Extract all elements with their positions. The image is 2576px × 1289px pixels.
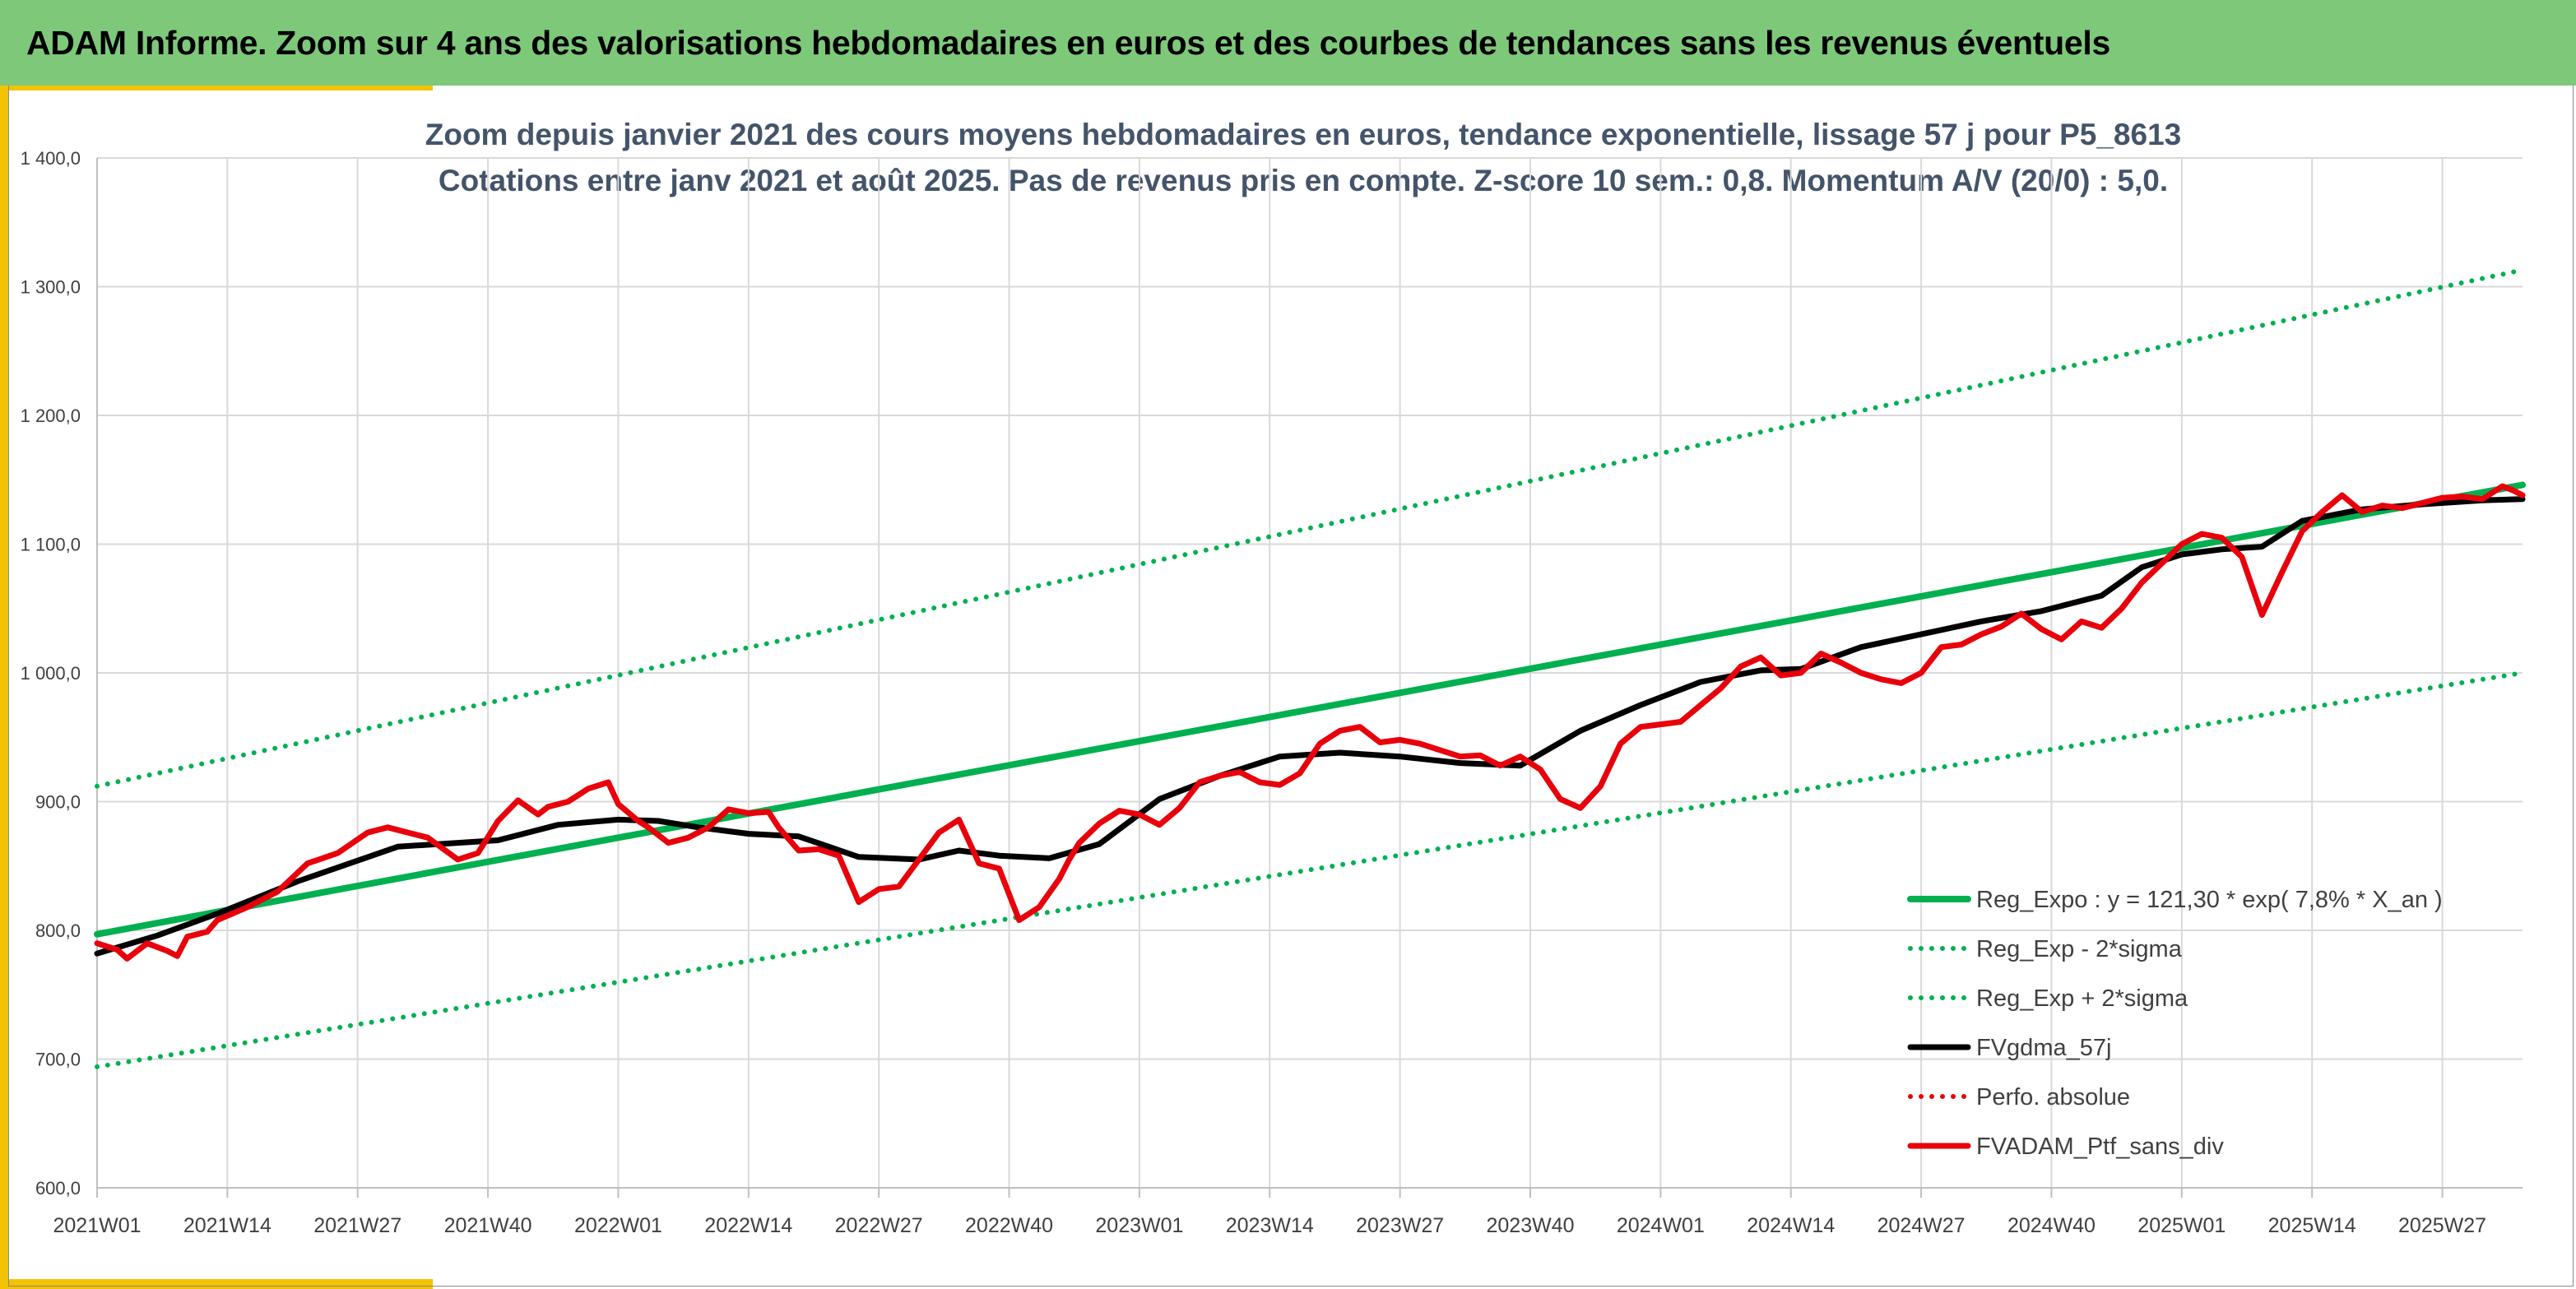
x-tick-label: 2022W01: [574, 1214, 662, 1237]
y-tick-label: 900,0: [35, 792, 81, 813]
x-tick-label: 2025W01: [2137, 1214, 2226, 1237]
x-tick-label: 2024W01: [1617, 1214, 1705, 1237]
x-tick-label: 2022W27: [835, 1214, 923, 1237]
legend-label: FVADAM_Ptf_sans_div: [1976, 1134, 2224, 1160]
legend-item: FVgdma_57j: [1907, 1035, 2111, 1061]
legend-label: FVgdma_57j: [1976, 1035, 2111, 1061]
x-tick-label: 2021W14: [183, 1214, 272, 1237]
legend-label: Reg_Expo : y = 121,30 * exp( 7,8% * X_an…: [1976, 887, 2443, 913]
chart-frame: [8, 86, 2574, 1287]
y-tick-label: 1 300,0: [21, 277, 81, 298]
fvadam-ptf-sans-div-line: [94, 483, 2526, 962]
y-tick-label: 700,0: [35, 1050, 81, 1070]
plot-area: [94, 267, 2526, 1069]
y-tick-label: 1 400,0: [21, 148, 81, 169]
accent-bar-left: [0, 86, 8, 1289]
chart-subtitle: Cotations entre janv 2021 et août 2025. …: [439, 164, 2168, 197]
x-tick-label: 2021W01: [53, 1214, 141, 1237]
x-tick-label: 2024W14: [1747, 1214, 1835, 1237]
x-tick-label: 2021W40: [444, 1214, 532, 1237]
legend-label: Perfo. absolue: [1976, 1084, 2130, 1110]
header-banner: ADAM Informe. Zoom sur 4 ans des valoris…: [0, 0, 2576, 86]
legend-item: Reg_Exp + 2*sigma: [1908, 985, 2188, 1012]
chart-title: Zoom depuis janvier 2021 des cours moyen…: [425, 118, 2181, 151]
x-tick-label: 2022W14: [704, 1214, 792, 1237]
y-axis: 600,0 700,0 800,0 900,0 1 000,0 1 100,0 1 200,…: [21, 148, 98, 1199]
y-tick-label: 600,0: [35, 1178, 81, 1199]
x-tick-label: 2023W14: [1226, 1214, 1314, 1237]
legend-label: Reg_Exp + 2*sigma: [1976, 985, 2188, 1012]
reg-exp-minus-2sigma-line: [95, 670, 2525, 1069]
x-tick-label: 2021W27: [313, 1214, 401, 1237]
legend-item: Reg_Exp - 2*sigma: [1908, 936, 2183, 962]
accent-bar-top: [0, 86, 433, 90]
y-tick-label: 1 200,0: [21, 406, 81, 426]
x-tick-label: 2023W01: [1095, 1214, 1183, 1237]
legend: Reg_Expo : y = 121,30 * exp( 7,8% * X_an…: [1907, 887, 2443, 1160]
accent-bar-bottom: [0, 1279, 433, 1289]
x-tick-label: 2022W40: [965, 1214, 1053, 1237]
reg-exp-plus-2sigma-line: [95, 267, 2525, 789]
x-tick-label: 2025W27: [2398, 1214, 2486, 1237]
fvgdma-57j-line: [94, 496, 2526, 957]
legend-item: Perfo. absolue: [1908, 1084, 2130, 1110]
x-tick-label: 2025W14: [2268, 1214, 2356, 1237]
x-tick-label: 2023W27: [1356, 1214, 1444, 1237]
x-axis: 2021W01 2021W14 2021W27 2021W40 2022W01 2022W…: [53, 1187, 2523, 1237]
legend-item: Reg_Expo : y = 121,30 * exp( 7,8% * X_an…: [1907, 887, 2443, 913]
y-tick-label: 800,0: [35, 920, 81, 941]
x-tick-label: 2024W40: [2007, 1214, 2096, 1237]
y-tick-label: 1 000,0: [21, 663, 81, 684]
legend-item: FVADAM_Ptf_sans_div: [1907, 1134, 2224, 1160]
x-tick-label: 2023W40: [1486, 1214, 1574, 1237]
legend-label: Reg_Exp - 2*sigma: [1976, 936, 2183, 962]
y-tick-label: 1 100,0: [21, 535, 81, 555]
page-title: ADAM Informe. Zoom sur 4 ans des valoris…: [26, 23, 2110, 62]
reg-expo-line: [94, 481, 2526, 938]
x-tick-label: 2024W27: [1877, 1214, 1966, 1237]
gridlines: [96, 157, 2523, 1189]
